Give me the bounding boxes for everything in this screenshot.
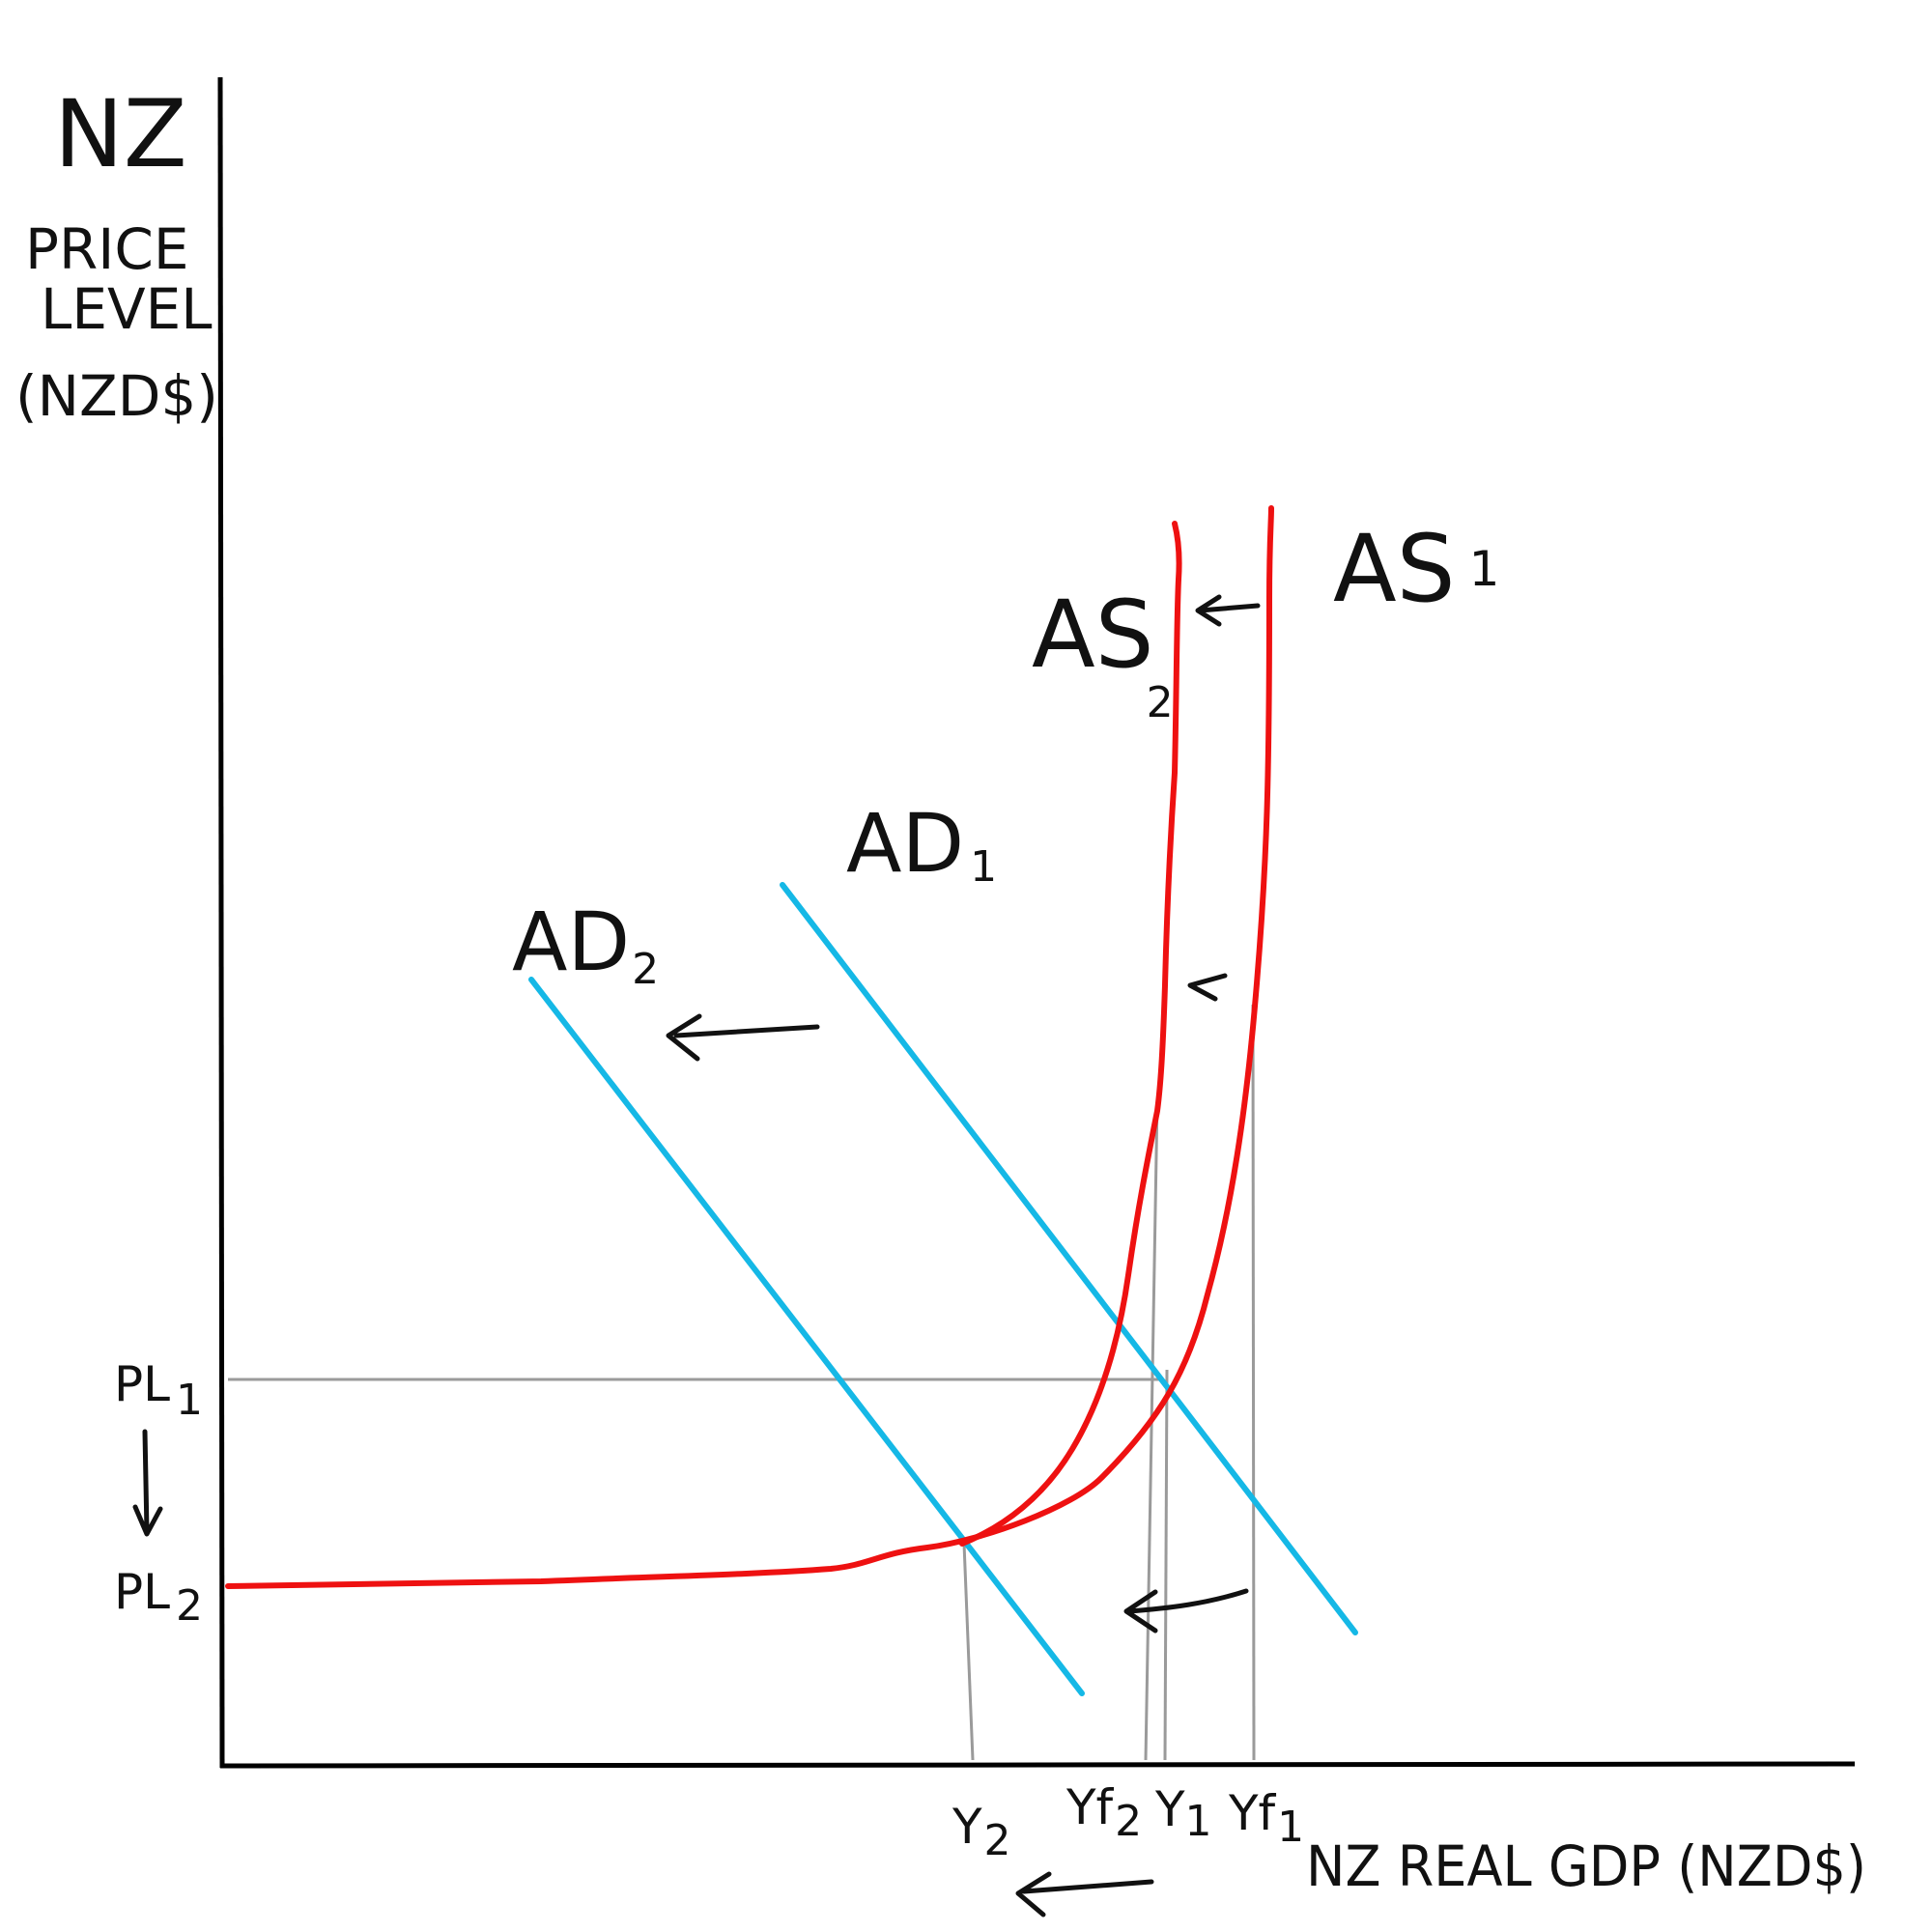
ad1-curve	[780, 882, 1358, 1635]
ad2-subscript: 2	[632, 945, 659, 994]
pl2-text: PL	[114, 1564, 170, 1620]
ad1-text: AD	[846, 796, 964, 891]
yf1-text: Yf	[1228, 1785, 1277, 1841]
y-axis-title-nz: NZ	[54, 80, 187, 188]
yf2-label: Yf2	[1065, 1779, 1142, 1846]
y1-guide	[1163, 1369, 1169, 1761]
ad2-curve	[528, 977, 1085, 1696]
ad1-subscript: 1	[970, 842, 997, 892]
x-axis-title: NZ REAL GDP (NZD$)	[1306, 1833, 1866, 1899]
price-fall-arrow	[132, 1429, 163, 1537]
gdp-fall-arrow	[1015, 1871, 1154, 1918]
pl1-subscript: 1	[176, 1376, 203, 1425]
y-axis-title-level: LEVEL	[41, 276, 213, 342]
as1-curve	[225, 505, 1274, 1589]
yf1-label: Yf1	[1228, 1785, 1304, 1852]
y2-label: Y2	[952, 1799, 1011, 1865]
pl2-subscript: 2	[176, 1581, 203, 1631]
pl1-text: PL	[114, 1356, 170, 1412]
ad-shift-arrow	[666, 1013, 820, 1062]
x-axis	[219, 1761, 1856, 1769]
as2-label: AS 2	[1032, 581, 1174, 727]
y-axis-title-unit: (NZD$)	[15, 363, 218, 429]
as1-text: AS	[1333, 515, 1456, 623]
pl2-label: PL 2	[114, 1564, 203, 1631]
as2-curve	[959, 521, 1182, 1547]
yf2-text: Yf	[1065, 1779, 1115, 1835]
y2-text: Y	[952, 1799, 982, 1855]
ad2-label: AD2	[512, 895, 659, 994]
as2-text: AS	[1032, 581, 1154, 689]
ad2-text: AD	[512, 895, 630, 989]
as-middle-shift-arrow	[1187, 973, 1228, 1002]
yf1-guide	[1251, 1004, 1256, 1761]
as1-subscript: 1	[1469, 541, 1500, 597]
y-axis	[217, 76, 225, 1769]
as1-label: AS 1	[1333, 515, 1499, 623]
yf2-subscript: 2	[1115, 1797, 1142, 1846]
yf2-guide	[1144, 1098, 1159, 1761]
y1-text: Y	[1154, 1781, 1185, 1837]
y1-label: Y1	[1154, 1781, 1212, 1846]
gdp-shift-arrow	[1123, 1588, 1249, 1634]
y-axis-title-price: PRICE	[25, 216, 189, 282]
y1-subscript: 1	[1185, 1797, 1212, 1846]
yf1-subscript: 1	[1277, 1803, 1304, 1852]
as2-subscript: 2	[1147, 678, 1174, 727]
y2-subscript: 2	[984, 1816, 1011, 1865]
y2-guide	[962, 1543, 975, 1761]
ad1-label: AD 1	[846, 796, 997, 892]
as2-shift-arrow	[1195, 594, 1261, 627]
pl1-label: PL 1	[114, 1356, 203, 1425]
